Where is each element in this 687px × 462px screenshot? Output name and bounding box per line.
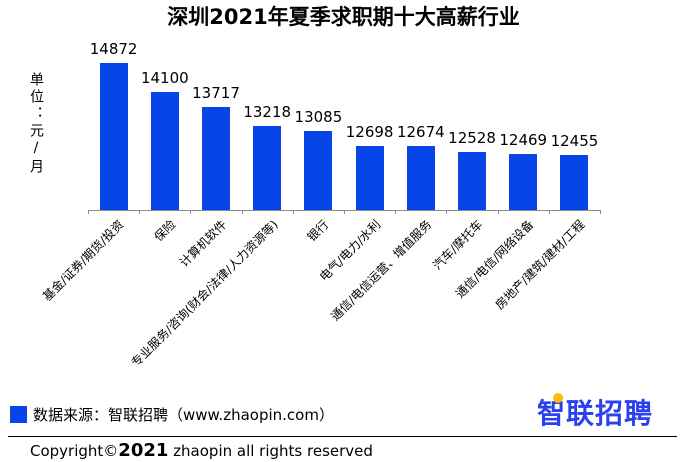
bar xyxy=(253,125,282,210)
bar xyxy=(458,151,487,210)
bar-slot: 12698 xyxy=(344,58,395,210)
bar-slot: 13717 xyxy=(190,58,241,210)
bar xyxy=(406,146,435,210)
x-axis-tick xyxy=(344,210,345,214)
y-axis-unit-label: 单位：元/月 xyxy=(28,72,44,176)
bar-slot: 13085 xyxy=(293,58,344,210)
bar xyxy=(355,145,384,210)
bar-slot: 14872 xyxy=(88,40,139,210)
copyright-suffix: zhaopin all rights reserved xyxy=(168,442,373,460)
bar-value-label: 13218 xyxy=(243,102,292,121)
logo-yellow-dot-icon xyxy=(552,393,563,403)
footer-divider xyxy=(8,436,677,437)
x-axis-tick xyxy=(548,210,550,214)
chart-title: 深圳2021年夏季求职期十大高薪行业 xyxy=(167,5,520,29)
bar-value-label: 12455 xyxy=(550,131,599,150)
bar xyxy=(202,106,230,210)
category-label: 保险 xyxy=(151,217,179,245)
x-axis-tick xyxy=(292,210,294,214)
bar-slot: 13218 xyxy=(242,58,293,210)
plot-area: 14872 14100 13717 13218 13085 12698 12674 12528… xyxy=(88,40,601,214)
x-axis-tick xyxy=(600,210,601,214)
bar-slot: 12455 xyxy=(549,58,600,210)
copyright-prefix: Copyright© xyxy=(30,442,119,460)
category-label: 银行 xyxy=(304,217,332,245)
legend: 数据来源：智联招聘（www.zhaopin.com） xyxy=(10,404,334,425)
bar-slot: 12674 xyxy=(395,58,446,210)
legend-color-swatch xyxy=(10,406,27,423)
bar xyxy=(560,154,589,210)
category-label: 通信/电信运营、增值服务 xyxy=(328,217,435,324)
bar-value-label: 13717 xyxy=(192,83,240,102)
x-axis-tick xyxy=(395,210,397,214)
copyright-year: 2021 xyxy=(118,440,169,461)
bar-value-label: 12528 xyxy=(448,128,496,147)
x-axis-tick xyxy=(190,210,192,214)
copyright-line: Copyright©2021 zhaopin all rights reserv… xyxy=(30,440,373,461)
bar-value-label: 12674 xyxy=(396,123,445,142)
bar xyxy=(150,92,179,210)
category-label: 基金/证券/期货/投资 xyxy=(40,217,127,304)
zhaopin-logo: 智联招聘 xyxy=(537,392,653,432)
x-axis-tick xyxy=(88,210,89,214)
x-axis-tick xyxy=(139,210,141,214)
bar-value-label: 14872 xyxy=(89,39,138,58)
category-axis-labels: 基金/证券/期货/投资 保险 计算机软件 专业服务/咨询(财会/法律/人力资源等) 银行… xyxy=(41,216,600,369)
x-axis-tick xyxy=(241,210,243,214)
category-label: 房地产/建筑/建材/工程 xyxy=(492,217,588,313)
bar xyxy=(509,154,538,210)
bar-slot: 12469 xyxy=(498,58,549,210)
bar-value-label: 12698 xyxy=(345,122,394,141)
bar-value-label: 13085 xyxy=(294,107,343,126)
bar xyxy=(304,130,333,210)
bar-value-label: 12469 xyxy=(499,131,548,150)
bar-slot: 12528 xyxy=(446,58,497,210)
bar-slot: 14100 xyxy=(139,58,190,210)
bar-value-label: 14100 xyxy=(140,69,189,88)
x-axis-tick xyxy=(446,210,448,214)
legend-source-label: 数据来源：智联招聘（www.zhaopin.com） xyxy=(33,406,334,424)
x-axis-tick xyxy=(497,210,499,214)
bar xyxy=(99,62,128,210)
